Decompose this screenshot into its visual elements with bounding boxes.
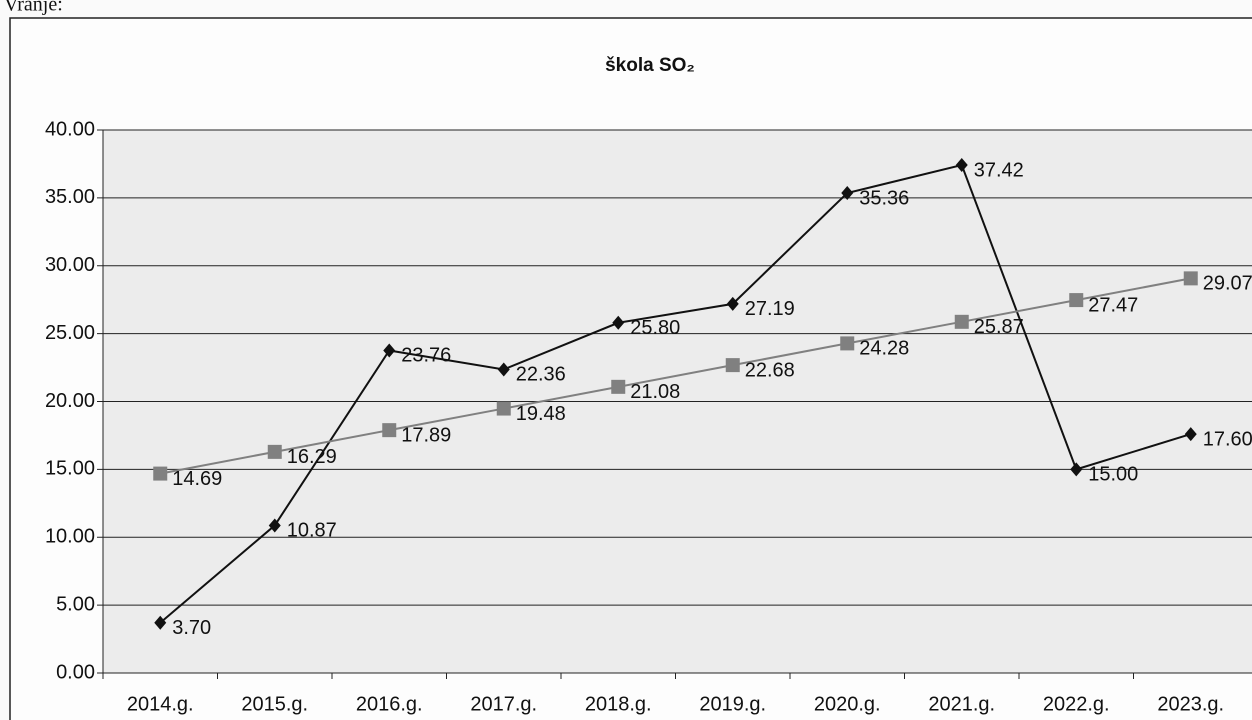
page-label: Vranje: [4, 0, 63, 16]
x-tick-label: 2020.g. [814, 693, 881, 715]
marker [497, 362, 510, 377]
x-tick-label: 2018.g. [585, 693, 652, 715]
marker [1069, 293, 1084, 308]
data-label: 25.87 [974, 316, 1024, 338]
y-tick-label: 40.00 [45, 118, 95, 140]
x-tick-label: 2019.g. [699, 693, 766, 715]
y-tick-label: 10.00 [45, 526, 95, 548]
data-label: 22.68 [745, 359, 795, 381]
data-label: 35.36 [859, 187, 909, 209]
marker [841, 185, 854, 200]
y-tick-label: 0.00 [56, 661, 95, 683]
x-tick-label: 2021.g. [928, 693, 995, 715]
data-label: 15.00 [1088, 464, 1138, 486]
marker [1184, 427, 1197, 442]
marker [1070, 462, 1083, 477]
x-tick-label: 2016.g. [356, 693, 423, 715]
marker [955, 158, 968, 173]
data-label: 14.69 [172, 468, 222, 490]
y-tick-label: 5.00 [56, 593, 95, 615]
data-label: 3.70 [172, 617, 211, 639]
data-label: 25.80 [630, 317, 680, 339]
chart-title: škola SO₂ [605, 55, 695, 76]
marker [725, 358, 740, 373]
series-line [160, 277, 1191, 475]
marker [153, 466, 168, 481]
series-line [159, 163, 1192, 624]
marker [268, 518, 281, 533]
y-tick-label: 15.00 [45, 458, 95, 480]
y-tick-label: 25.00 [45, 322, 95, 344]
marker [611, 379, 626, 394]
x-tick-label: 2014.g. [127, 693, 194, 715]
marker [840, 336, 855, 351]
marker [154, 615, 167, 630]
marker [382, 423, 397, 438]
marker [726, 296, 739, 311]
data-label: 23.76 [401, 345, 451, 367]
data-label: 27.19 [745, 298, 795, 320]
data-label: 10.87 [287, 520, 337, 542]
data-label: 37.42 [974, 159, 1024, 181]
data-label: 21.08 [630, 381, 680, 403]
data-label: 17.89 [401, 424, 451, 446]
marker [954, 314, 969, 329]
data-label: 19.48 [516, 403, 566, 425]
marker [496, 401, 511, 416]
data-label: 16.29 [287, 446, 337, 468]
data-label: 22.36 [516, 364, 566, 386]
data-label: 29.07 [1203, 273, 1252, 295]
marker [267, 444, 282, 459]
data-label: 17.60 [1203, 428, 1252, 450]
x-tick-label: 2017.g. [470, 693, 537, 715]
data-label: 24.28 [859, 338, 909, 360]
x-tick-label: 2022.g. [1043, 693, 1110, 715]
x-tick-label: 2023.g. [1157, 693, 1224, 715]
data-label: 27.47 [1088, 294, 1138, 316]
x-tick-label: 2015.g. [241, 693, 308, 715]
marker [612, 315, 625, 330]
y-tick-label: 30.00 [45, 254, 95, 276]
marker [383, 343, 396, 358]
marker [1183, 271, 1198, 286]
y-tick-label: 20.00 [45, 390, 95, 412]
y-tick-label: 35.00 [45, 186, 95, 208]
